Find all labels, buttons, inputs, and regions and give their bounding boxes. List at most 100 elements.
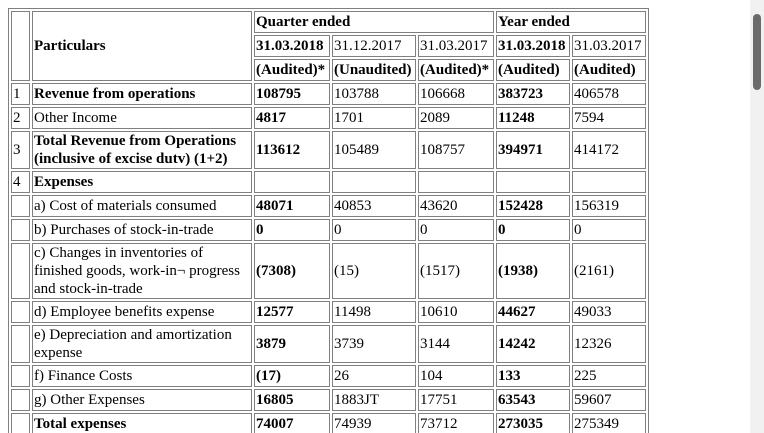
- audit-header: (Audited): [496, 59, 570, 81]
- row: d) Employee benefits expense 12577 11498 10…: [11, 301, 646, 323]
- value-cell: 48071: [254, 195, 330, 217]
- row-label: Total expenses: [32, 413, 252, 433]
- value-cell: (1938): [496, 243, 570, 299]
- value-cell: 0: [332, 219, 416, 241]
- value-cell: 12577: [254, 301, 330, 323]
- value-cell: 156319: [572, 195, 646, 217]
- value-cell: 406578: [572, 83, 646, 105]
- row-num: [11, 413, 30, 433]
- row-num: [11, 389, 30, 411]
- row: 3 Total Revenue from Operations (inclusiv…: [11, 131, 646, 169]
- value-cell: 11498: [332, 301, 416, 323]
- particulars-header: Particulars: [32, 11, 252, 81]
- date-header: 31.03.2018: [254, 35, 330, 57]
- value-cell: 133: [496, 365, 570, 387]
- row-num: 2: [11, 107, 30, 129]
- row-label: a) Cost of materials consumed: [32, 195, 252, 217]
- audit-header: (Audited)*: [418, 59, 494, 81]
- value-cell: 10610: [418, 301, 494, 323]
- value-cell: (2161): [572, 243, 646, 299]
- row: b) Purchases of stock-in-trade 0 0 0 0 0: [11, 219, 646, 241]
- value-cell: 105489: [332, 131, 416, 169]
- row-num: [11, 243, 30, 299]
- value-cell: 383723: [496, 83, 570, 105]
- value-cell: 0: [496, 219, 570, 241]
- year-header: Year ended: [496, 11, 646, 33]
- value-cell: 104: [418, 365, 494, 387]
- row-num: 3: [11, 131, 30, 169]
- value-cell: 40853: [332, 195, 416, 217]
- value-cell: 106668: [418, 83, 494, 105]
- value-cell: 3144: [418, 325, 494, 363]
- row-label: Total Revenue from Operations (inclusive…: [32, 131, 252, 169]
- row-label: e) Depreciation and amortization expense: [32, 325, 252, 363]
- row-label: d) Employee benefits expense: [32, 301, 252, 323]
- value-cell: 0: [418, 219, 494, 241]
- row-num: 4: [11, 171, 30, 193]
- row: g) Other Expenses 16805 1883JT 17751 63543 59…: [11, 389, 646, 411]
- row-label: Revenue from operations: [32, 83, 252, 105]
- row-num: [11, 219, 30, 241]
- row: c) Changes in inventories of finished go…: [11, 243, 646, 299]
- value-cell: 108757: [418, 131, 494, 169]
- value-cell: 74007: [254, 413, 330, 433]
- value-cell: 74939: [332, 413, 416, 433]
- value-cell: 113612: [254, 131, 330, 169]
- value-cell: 225: [572, 365, 646, 387]
- quarter-header: Quarter ended: [254, 11, 494, 33]
- value-cell: 49033: [572, 301, 646, 323]
- value-cell: 73712: [418, 413, 494, 433]
- row-num: [11, 301, 30, 323]
- value-cell: 273035: [496, 413, 570, 433]
- value-cell: 16805: [254, 389, 330, 411]
- value-cell: 1701: [332, 107, 416, 129]
- value-cell: 152428: [496, 195, 570, 217]
- value-cell: 0: [254, 219, 330, 241]
- value-cell: 1883JT: [332, 389, 416, 411]
- value-cell: 103788: [332, 83, 416, 105]
- row: Total expenses 74007 74939 73712 273035 27534…: [11, 413, 646, 433]
- value-cell: 394971: [496, 131, 570, 169]
- row-label: Expenses: [32, 171, 252, 193]
- value-cell: 3739: [332, 325, 416, 363]
- row-num: [11, 365, 30, 387]
- value-cell: (1517): [418, 243, 494, 299]
- value-cell: 2089: [418, 107, 494, 129]
- row-num: [11, 325, 30, 363]
- value-cell: 11248: [496, 107, 570, 129]
- row-num: [11, 195, 30, 217]
- row: 2 Other Income 4817 1701 2089 11248 7594: [11, 107, 646, 129]
- value-cell: (15): [332, 243, 416, 299]
- results-table: Particulars Quarter ended Year ended 31.…: [8, 8, 649, 433]
- row-label: b) Purchases of stock-in-trade: [32, 219, 252, 241]
- value-cell: 3879: [254, 325, 330, 363]
- value-cell: 12326: [572, 325, 646, 363]
- row-label: Other Income: [32, 107, 252, 129]
- audit-header: (Audited): [572, 59, 646, 81]
- value-cell: [496, 171, 570, 193]
- value-cell: 17751: [418, 389, 494, 411]
- value-cell: 414172: [572, 131, 646, 169]
- value-cell: 43620: [418, 195, 494, 217]
- value-cell: 275349: [572, 413, 646, 433]
- value-cell: (7308): [254, 243, 330, 299]
- row-label: g) Other Expenses: [32, 389, 252, 411]
- value-cell: [572, 171, 646, 193]
- row-num: 1: [11, 83, 30, 105]
- value-cell: 26: [332, 365, 416, 387]
- date-header: 31.12.2017: [332, 35, 416, 57]
- value-cell: 63543: [496, 389, 570, 411]
- row-label: c) Changes in inventories of finished go…: [32, 243, 252, 299]
- value-cell: 0: [572, 219, 646, 241]
- scrollbar[interactable]: [750, 0, 764, 433]
- value-cell: 108795: [254, 83, 330, 105]
- value-cell: [418, 171, 494, 193]
- row: 1 Revenue from operations 108795 103788 1066…: [11, 83, 646, 105]
- value-cell: 7594: [572, 107, 646, 129]
- value-cell: 4817: [254, 107, 330, 129]
- audit-header: (Unaudited): [332, 59, 416, 81]
- row-label: f) Finance Costs: [32, 365, 252, 387]
- scrollbar-thumb[interactable]: [753, 14, 761, 90]
- value-cell: 14242: [496, 325, 570, 363]
